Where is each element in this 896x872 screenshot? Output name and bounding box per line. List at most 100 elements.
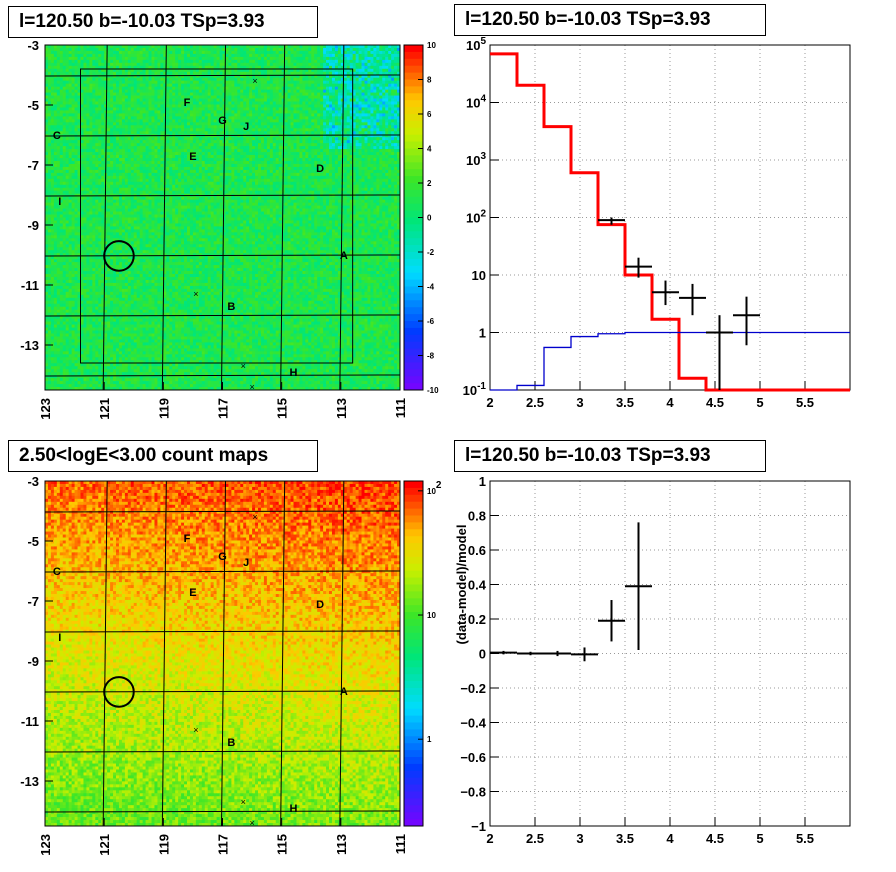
- source-cross: ×: [252, 76, 257, 86]
- y-tick-label: 10-1: [463, 381, 487, 398]
- grid-line-l: [280, 480, 286, 827]
- colorbar-label: -10: [427, 386, 439, 395]
- source-label-G: G: [218, 115, 227, 127]
- count-map-chart: -3 -5 -7 -9 -11 -13 123 121 119 117 115 113 111 A B C D E…: [20, 474, 442, 856]
- y-tick-label: 0: [479, 647, 486, 662]
- x-tick-label: 3: [576, 831, 583, 846]
- y-tick-label: -13: [20, 774, 39, 789]
- y-tick-label: -7: [27, 594, 39, 609]
- residual-map-title: l=120.50 b=-10.03 TSp=3.93: [8, 6, 318, 38]
- grid-line-b: [44, 630, 401, 633]
- y-tick-label: −0.2: [460, 681, 486, 696]
- grid-line-b: [44, 510, 401, 513]
- grid-line-b: [44, 374, 401, 377]
- colorbar-label: -6: [427, 317, 435, 326]
- y-tick-label: 104: [466, 94, 486, 111]
- source-label-E: E: [189, 151, 196, 163]
- source-label-A: A: [340, 686, 348, 698]
- y-tick-label: 0.4: [468, 578, 487, 593]
- y-tick-label: −0.8: [460, 785, 486, 800]
- source-cross: ×: [241, 797, 246, 807]
- y-tick-label: -13: [20, 338, 39, 353]
- source-label-J: J: [243, 557, 249, 569]
- x-tick-label: 111: [393, 834, 408, 854]
- y-tick-label: −1: [471, 819, 486, 834]
- y-tick-label: 10: [472, 268, 486, 283]
- colorbar-frame: [403, 480, 424, 827]
- y-tick-label: -5: [27, 534, 39, 549]
- spectrum-chart: 2 2.5 3 3.5 4 4.5 5 5.5 10-1 1 10 102 103 104 105: [463, 36, 851, 410]
- x-tick-label: 4.5: [706, 395, 724, 410]
- source-cross: ×: [252, 512, 257, 522]
- y-tick-label: -9: [27, 654, 39, 669]
- source-cross: ×: [193, 289, 198, 299]
- x-tick-label: 119: [156, 834, 171, 855]
- source-cross: ×: [249, 382, 254, 392]
- source-label-B: B: [227, 737, 235, 749]
- source-cross: ×: [241, 361, 246, 371]
- y-tick-label: 1: [479, 326, 486, 341]
- x-tick-label: 5.5: [796, 395, 814, 410]
- spectrum-title: l=120.50 b=-10.03 TSp=3.93: [454, 4, 766, 36]
- x-tick-label: 3: [576, 395, 583, 410]
- source-label-C: C: [53, 130, 61, 142]
- source-cross: ×: [193, 725, 198, 735]
- x-tick-label: 3.5: [616, 395, 634, 410]
- y-tick-label: -11: [21, 714, 39, 729]
- grid-line-l: [339, 480, 345, 827]
- grid-line-l: [280, 44, 286, 391]
- count-map-panel: 2.50<logE<3.00 count maps -3 -5 -7 -9 -11 -13…: [0, 436, 448, 872]
- grid-line-b: [44, 570, 401, 573]
- x-tick-label: 121: [97, 398, 112, 420]
- source-cross: ×: [249, 818, 254, 828]
- y-tick-label: 103: [466, 151, 486, 168]
- source-label-A: A: [340, 250, 348, 262]
- x-tick-label: 4.5: [706, 831, 724, 846]
- x-tick-label: 115: [275, 398, 290, 419]
- source-label-B: B: [227, 301, 235, 313]
- colorbar: [404, 481, 423, 827]
- source-label-F: F: [184, 533, 191, 545]
- count-map-title: 2.50<logE<3.00 count maps: [8, 440, 318, 472]
- x-tick-label: 115: [275, 834, 290, 855]
- residual-ratio-chart: 2 2.5 3 3.5 4 4.5 5 5.5 1 0.8 0.6 0.4 0.2 0 −0.2 −0.4 −0…: [454, 474, 851, 846]
- colorbar-label: 2: [427, 179, 432, 188]
- y-tick-label: 1: [479, 474, 486, 489]
- heatmap-cells: [45, 481, 401, 827]
- grid-line-l: [161, 44, 167, 391]
- colorbar-label: 1: [427, 735, 432, 744]
- colorbar: [404, 45, 423, 391]
- x-tick-label: 3.5: [616, 831, 634, 846]
- x-tick-label: 5.5: [796, 831, 814, 846]
- model-histogram-1: [490, 331, 850, 391]
- x-tick-label: 123: [38, 398, 53, 420]
- x-tick-label: 2.5: [526, 395, 544, 410]
- colorbar-label: 0: [427, 214, 432, 223]
- residual-map-panel: l=120.50 b=-10.03 TSp=3.93 -3 -5 -7 -9 -11 -1…: [0, 0, 448, 436]
- grid-line-b: [44, 750, 401, 753]
- source-label-D: D: [316, 163, 324, 175]
- grid-line-l: [161, 480, 167, 827]
- grid-line-l: [339, 44, 345, 391]
- source-label-H: H: [290, 367, 298, 379]
- grid-line-l: [102, 480, 108, 827]
- target-circle: [103, 676, 135, 708]
- x-tick-label: 113: [334, 834, 349, 855]
- x-tick-label: 121: [97, 834, 112, 856]
- source-label-I: I: [58, 196, 61, 208]
- x-tick-label: 119: [156, 398, 171, 419]
- source-label-F: F: [184, 97, 191, 109]
- y-tick-label: −0.4: [460, 716, 486, 731]
- source-label-G: G: [218, 551, 227, 563]
- x-tick-label: 111: [393, 398, 408, 418]
- y-tick-label: -9: [27, 218, 39, 233]
- heatmap-cells: [45, 45, 401, 391]
- y-tick-label: 0.6: [468, 543, 486, 558]
- x-tick-label: 123: [38, 834, 53, 856]
- residual-ratio-panel: l=120.50 b=-10.03 TSp=3.93 2 2.5 3 3.5 4 4.5 5…: [448, 436, 896, 872]
- colorbar-label: 4: [427, 145, 432, 154]
- colorbar-label: -2: [427, 248, 435, 257]
- colorbar-label: 6: [427, 110, 432, 119]
- y-tick-label: 0.8: [468, 509, 486, 524]
- y-tick-label: -5: [27, 98, 39, 113]
